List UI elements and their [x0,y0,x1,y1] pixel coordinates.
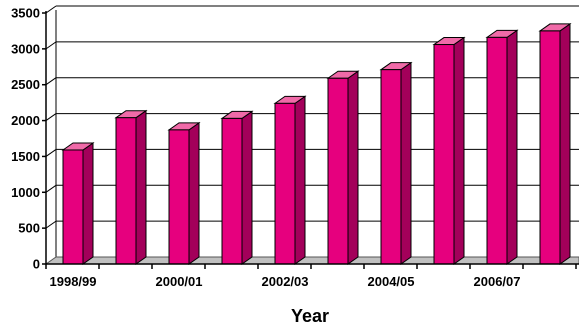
y-tick-label: 2500 [11,77,40,92]
bar-side [347,70,359,265]
gridline-connector [45,77,57,86]
x-axis-title: Year [291,306,329,326]
bar-side [294,95,306,265]
gridline-connector [45,149,57,157]
y-tick-label: 3500 [11,6,40,21]
gridline-connector [45,113,57,121]
gridline-connector [45,41,57,50]
gridline-connector [45,5,57,14]
bar-side [453,36,465,265]
bar-side [188,121,200,265]
bar-side [241,110,253,265]
bar-side [135,109,147,265]
y-tick-label: 1500 [11,149,40,164]
bar [114,109,148,265]
x-tick-label: 2002/03 [262,274,309,289]
y-axis: 0 500 1000 1500 2000 2500 3000 3500 [11,6,47,272]
bar-front [486,36,508,265]
bar-side [400,61,412,265]
bar [379,61,413,265]
bar-front [221,117,243,265]
y-tick-label: 3000 [11,41,40,56]
y-tick-label: 1000 [11,185,40,200]
x-tick-label: 1998/99 [50,274,97,289]
gridline-connector [45,184,57,193]
bar [485,29,519,265]
bar-front [539,30,561,265]
bar-front [62,149,84,265]
x-tick-label: 2006/07 [474,274,521,289]
bar-side [82,142,94,265]
bar [167,121,201,265]
x-axis: 1998/99 2000/01 2002/03 2004/05 2006/07 [45,263,579,289]
bars [61,22,572,265]
x-tick-label: 2004/05 [368,274,415,289]
bar-side [506,29,518,265]
x-tick-label: 2000/01 [156,274,203,289]
bar-side [559,22,571,265]
bar [538,22,572,265]
bar-front [115,117,137,265]
bar-front [274,102,296,265]
y-tick-label: 2000 [11,113,40,128]
bar-front [327,77,349,265]
bar [220,110,254,265]
y-tick-label: 0 [33,257,40,272]
bar [61,142,95,265]
bar-front [433,44,455,265]
bar [326,70,360,265]
bar-front [380,69,402,265]
bar-front [168,129,190,265]
bar [432,36,466,265]
gridline-connector [45,220,57,229]
bar [273,95,307,265]
y-tick-label: 500 [18,221,40,236]
